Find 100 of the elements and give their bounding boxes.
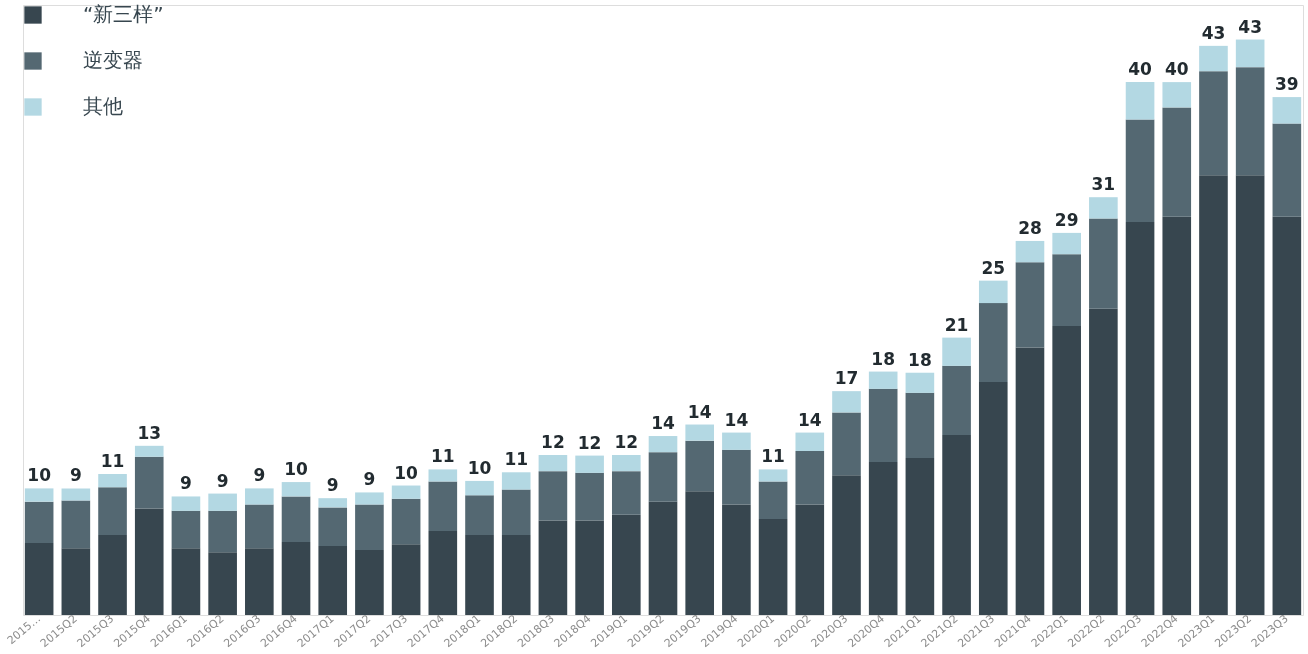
annotation: 9 [69, 465, 82, 486]
bar [795, 432, 825, 451]
bar [465, 480, 494, 496]
bar [61, 500, 91, 549]
bar [501, 472, 531, 490]
bar [978, 303, 1008, 382]
annotation: 39 [1275, 74, 1299, 95]
bar [98, 487, 127, 536]
annotation: 17 [834, 368, 859, 389]
bar [428, 481, 458, 531]
annotation: 11 [504, 449, 529, 470]
annotation: 10 [467, 457, 492, 478]
bar [758, 469, 788, 482]
annotation: 43 [1201, 22, 1226, 43]
bar [795, 504, 825, 615]
bar [978, 280, 1008, 304]
bar [795, 450, 825, 505]
annotation: 10 [27, 465, 52, 486]
bar [1162, 216, 1192, 615]
bar [538, 471, 568, 521]
bar [611, 514, 641, 615]
annotation: 9 [180, 473, 192, 494]
annotation: 9 [326, 475, 339, 496]
bar [24, 488, 54, 502]
bar [281, 541, 311, 615]
bar [905, 392, 935, 458]
bar [318, 545, 348, 615]
bar [905, 457, 935, 615]
bar [391, 485, 421, 499]
bar [722, 504, 751, 615]
bar [538, 455, 568, 472]
bar [648, 436, 678, 453]
bar [1089, 197, 1118, 219]
bar [758, 518, 788, 615]
bar [428, 530, 458, 615]
annotation: 9 [253, 465, 266, 486]
bar [611, 471, 641, 515]
bar [281, 482, 311, 497]
bar [868, 461, 898, 615]
bar [61, 488, 91, 501]
legend-label: 逆变器 [83, 48, 143, 72]
bar [1272, 216, 1302, 615]
bar [942, 365, 971, 435]
bar [1052, 232, 1081, 255]
bar [648, 501, 678, 615]
legend-label: 其他 [83, 94, 123, 118]
bar [1235, 67, 1265, 176]
bar [501, 535, 531, 615]
bar [722, 449, 751, 505]
bar [61, 548, 91, 615]
bar [832, 391, 861, 413]
annotation: 25 [981, 257, 1006, 278]
bar [942, 434, 971, 615]
bar [355, 549, 384, 615]
bar [575, 455, 604, 473]
bar [171, 510, 201, 549]
bar [942, 337, 971, 366]
bar [355, 492, 384, 505]
annotation: 12 [614, 432, 639, 453]
annotation: 14 [651, 413, 675, 434]
bar [1272, 97, 1302, 124]
bar [1162, 107, 1192, 217]
bar [1235, 175, 1265, 615]
bar [391, 498, 421, 545]
bar [134, 508, 164, 615]
bar [575, 520, 604, 615]
bar [832, 412, 861, 476]
bar [1199, 71, 1228, 176]
annotation: 12 [577, 432, 602, 453]
bar [868, 388, 898, 462]
bar [318, 498, 348, 508]
bar [465, 535, 494, 615]
bar [134, 456, 164, 509]
bar [1052, 254, 1081, 327]
bar [281, 496, 311, 542]
bar [1162, 82, 1192, 108]
bar [98, 474, 127, 488]
annotation: 9 [363, 469, 376, 490]
bar [208, 552, 237, 615]
bar [245, 504, 274, 549]
annotation: 9 [216, 470, 229, 491]
legend-label: “新三样” [83, 2, 164, 26]
bar [685, 491, 715, 615]
annotation: 40 [1128, 59, 1153, 80]
bar [1235, 39, 1265, 68]
bar [501, 489, 531, 536]
bar [245, 488, 274, 505]
bar [208, 493, 237, 511]
bar [1272, 123, 1302, 217]
bar [648, 452, 678, 502]
bar [1199, 175, 1228, 615]
bar [24, 543, 54, 615]
annotation: 21 [944, 314, 969, 335]
annotation: 11 [100, 451, 125, 472]
bar [171, 548, 201, 615]
annotation: 11 [761, 446, 785, 467]
annotation: 40 [1164, 59, 1189, 80]
annotation: 10 [284, 459, 309, 480]
annotation: 18 [908, 349, 932, 370]
bar [24, 501, 54, 544]
